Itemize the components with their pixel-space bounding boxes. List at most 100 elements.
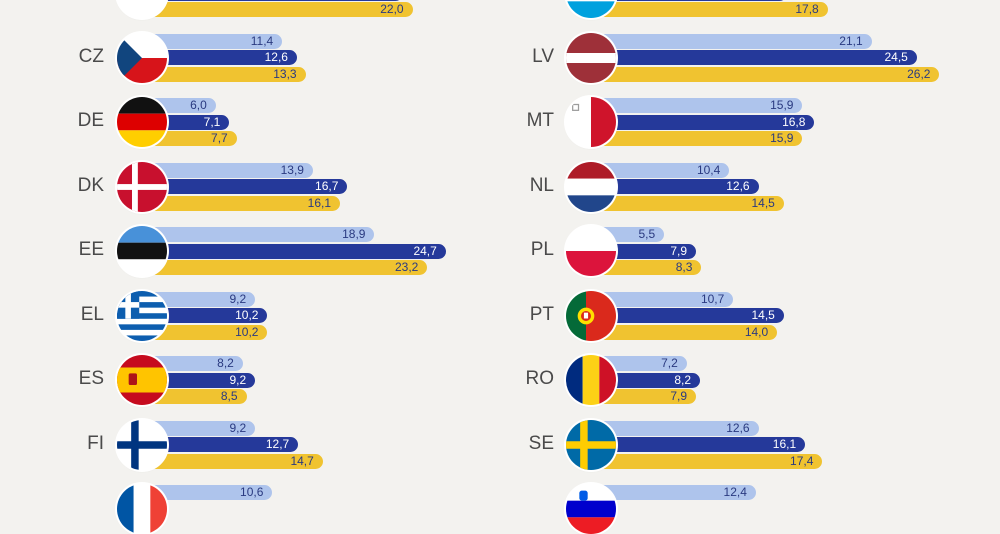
bar-value-label: 12,6: [264, 50, 288, 64]
bar-value-label: 16,8: [782, 114, 806, 129]
bar-mt-series-1: 15,9: [591, 98, 803, 113]
bar-de-series-3: 7,7: [142, 131, 237, 146]
bar-pt-series-3: 14,0: [591, 324, 778, 340]
bar-pl-series-2: 7,9: [591, 243, 697, 259]
se-flag-icon: [566, 419, 616, 470]
bar-pt-series-1: 10,7: [591, 291, 734, 307]
bar-fi-series-2: 12,7: [142, 437, 299, 452]
country-code-nl: NL: [529, 174, 554, 196]
bar-mt-series-3: 15,9: [591, 131, 803, 146]
bar-value-label: 9,2: [229, 372, 247, 387]
bar-ee-series-3: 23,2: [142, 260, 428, 275]
bar-value-label: 12,7: [265, 437, 290, 451]
bar-se-series-3: 17,4: [591, 453, 823, 469]
bar-value-label: 12,4: [723, 485, 747, 499]
bar-value-label: 8,3: [675, 260, 693, 274]
bar-lv-series-1: 21,1: [591, 33, 872, 49]
country-code-lv: LV: [532, 45, 554, 67]
country-code-ro: RO: [525, 368, 555, 389]
fr-flag-icon: [117, 484, 167, 534]
bar-value-label: 14,7: [290, 453, 314, 468]
bar-el-series-1: 9,2: [142, 291, 256, 307]
ro-flag-icon: [566, 355, 616, 405]
bar-mt-series-2: 16,8: [591, 114, 815, 130]
bar-nl-series-1: 10,4: [591, 162, 730, 178]
bar-value-label: 17,8: [795, 2, 819, 16]
bar-nl-series-3: 14,5: [591, 195, 784, 211]
bar-value-label: 12,6: [726, 179, 750, 193]
bar-lv-series-2: 24,5: [591, 50, 917, 65]
country-code-ee: EE: [78, 239, 104, 260]
country-code-cz: CZ: [78, 45, 104, 67]
lv-flag-icon: [566, 32, 616, 83]
bar-value-label: 13,9: [280, 162, 304, 177]
bar-ro-series-1: 7,2: [591, 356, 687, 371]
bar-value-label: 7,1: [203, 114, 221, 129]
bar-value-label: 16,1: [307, 195, 332, 210]
bar-value-label: 9,2: [229, 420, 247, 435]
bar-ee-series-2: 24,7: [142, 243, 446, 259]
bar-cz-series-2: 12,6: [142, 50, 297, 65]
country-code-pt: PT: [529, 303, 554, 325]
bar-ro-series-3: 7,9: [591, 389, 697, 404]
bar-value-label: 21,1: [839, 33, 863, 48]
bar-value-label: 15,9: [770, 98, 794, 112]
mt-flag-icon: [566, 97, 616, 147]
bar-value-label: 8,2: [217, 356, 234, 370]
country-code-de: DE: [77, 110, 104, 131]
bar-cz-series-3: 13,3: [142, 66, 306, 82]
ee-flag-icon: [117, 226, 167, 276]
bar-es-series-3: 8,5: [142, 389, 247, 404]
bar-value-label: 14,5: [751, 195, 775, 210]
country-code-pl: PL: [530, 239, 554, 260]
bar-lu-series-2: 14,7: [591, 0, 787, 1]
bar-value-label: 23,2: [395, 260, 419, 274]
bar-value-label: 10,2: [235, 308, 259, 322]
bar-si-series-1: 12,4: [591, 485, 756, 500]
bar-ro-series-2: 8,2: [591, 372, 701, 388]
nl-flag-icon: [566, 161, 616, 212]
bar-value-label: 8,2: [674, 372, 692, 387]
bar-lv-series-3: 26,2: [591, 66, 940, 82]
bar-value-label: 7,9: [670, 389, 688, 403]
dk-flag-icon: [117, 161, 167, 212]
lu-flag-icon: [566, 0, 616, 18]
bar-value-label: 7,7: [211, 131, 228, 145]
bar-value-label: 24,5: [884, 50, 908, 64]
bar-value-label: 16,1: [772, 437, 797, 451]
bar-value-label: 12,6: [726, 420, 750, 435]
bar-value-label: 9,2: [229, 291, 247, 306]
bar-cy-series-3: 22,0: [142, 2, 413, 17]
bar-dk-series-3: 16,1: [142, 195, 341, 211]
bar-se-series-2: 16,1: [591, 437, 806, 452]
bar-value-label: 14,0: [744, 324, 769, 339]
bar-value-label: 15,9: [770, 131, 794, 145]
bar-value-label: 14,7: [754, 0, 777, 1]
country-code-fi: FI: [87, 432, 104, 454]
bar-value-label: 21,2: [370, 0, 393, 1]
bar-value-label: 14,5: [751, 308, 775, 322]
bar-el-series-3: 10,2: [142, 324, 268, 340]
pt-flag-icon: [566, 290, 616, 341]
country-code-lu: LU: [494, 0, 554, 3]
bar-value-label: 8,5: [220, 389, 238, 403]
bar-value-label: 11,4: [250, 33, 274, 48]
bar-lu-series-3: 17,8: [591, 2, 828, 17]
chart: CY 21,222,0 CZ 11,4 12,6 13,3 DE 6,0 7,1 7,7 DK 13,…: [77, 0, 940, 534]
bar-value-label: 17,4: [790, 453, 814, 468]
cz-flag-icon: [117, 32, 167, 83]
country-code-mt: MT: [526, 110, 554, 131]
es-flag-icon: [117, 355, 167, 405]
bar-fr-series-1: 10,6: [142, 485, 273, 500]
bar-pt-series-2: 14,5: [591, 308, 784, 323]
fi-flag-icon: [117, 419, 167, 470]
bar-es-series-1: 8,2: [142, 356, 243, 371]
bar-cy-series-2: 21,2: [142, 0, 403, 1]
bar-value-label: 10,6: [240, 485, 264, 499]
bar-value-label: 22,0: [380, 2, 404, 16]
bar-value-label: 18,9: [342, 227, 366, 241]
bar-es-series-2: 9,2: [142, 372, 256, 388]
bar-value-label: 10,7: [700, 291, 725, 306]
bar-el-series-2: 10,2: [142, 308, 268, 323]
bar-value-label: 5,5: [638, 227, 656, 241]
